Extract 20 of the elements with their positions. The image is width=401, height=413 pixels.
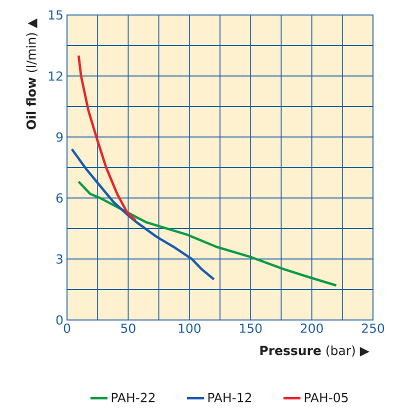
y-tick-label: 12	[48, 71, 62, 81]
x-axis-title: Pressure (bar) ▶	[260, 346, 370, 357]
line-series	[70, 148, 216, 281]
line-series	[77, 180, 338, 287]
legend-label: PAH-05	[304, 392, 348, 402]
y-tick-label: 9	[56, 132, 63, 142]
y-tick-label: 3	[56, 254, 62, 264]
x-tick-label: 100	[178, 324, 200, 333]
x-tick-label: 0	[64, 324, 70, 333]
y-tick-label: 0	[56, 315, 63, 325]
legend-label: PAH-22	[112, 392, 155, 402]
y-tick-label: 6	[56, 193, 63, 203]
y-tick-label: 15	[48, 10, 62, 20]
legend-label: PAH-12	[208, 392, 252, 402]
x-tick-label: 50	[121, 324, 136, 333]
x-tick-label: 150	[240, 324, 262, 333]
x-tick-label: 200	[300, 324, 323, 333]
line-series	[77, 54, 137, 222]
y-axis-title: Oil flow (l/min) ▲	[26, 18, 38, 130]
x-tick-label: 250	[362, 324, 384, 333]
